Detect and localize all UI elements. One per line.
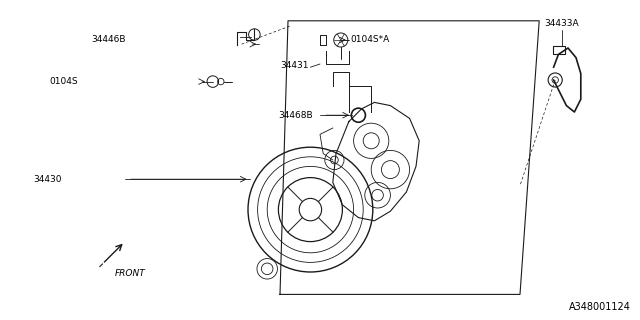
Text: 34468B: 34468B (278, 111, 313, 120)
Text: 34430: 34430 (34, 175, 62, 184)
Text: 0104S: 0104S (50, 77, 78, 86)
Text: 34433A: 34433A (544, 20, 579, 28)
Text: A348001124: A348001124 (568, 302, 630, 312)
Text: 34431: 34431 (280, 61, 308, 70)
Bar (553, 46, 565, 54)
Text: 0104S*A: 0104S*A (351, 36, 390, 44)
Text: FRONT: FRONT (115, 269, 146, 278)
Text: 34446B: 34446B (91, 36, 125, 44)
